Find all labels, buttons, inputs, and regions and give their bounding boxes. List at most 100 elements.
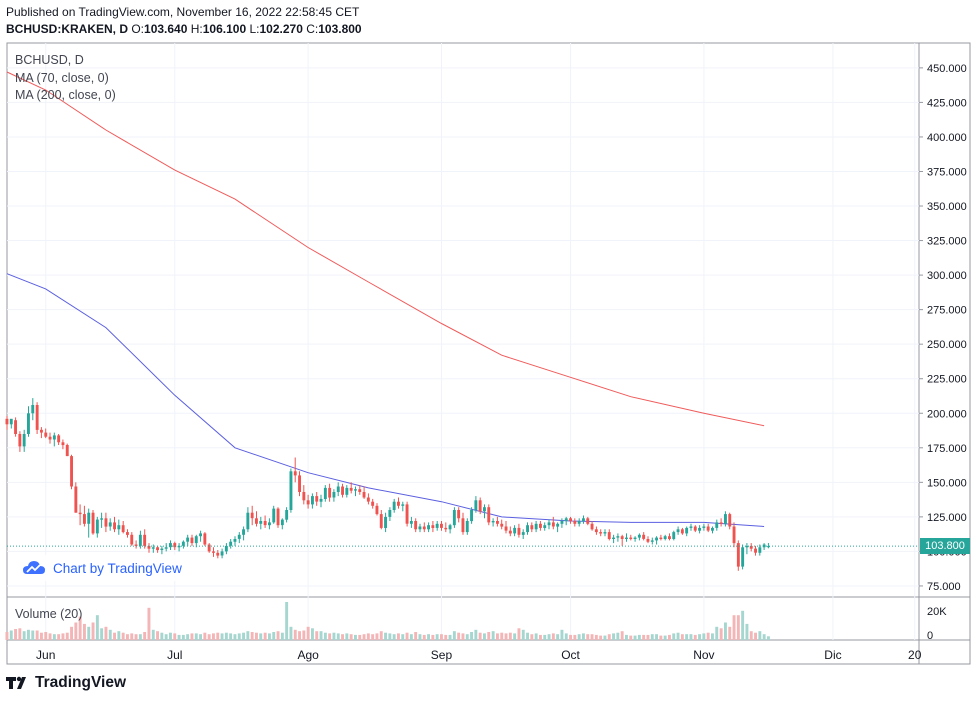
tradingview-logo: TradingView	[6, 674, 126, 692]
candle-body	[474, 500, 478, 510]
candle-body	[203, 533, 207, 545]
candle-body	[689, 526, 693, 528]
volume-bar	[173, 633, 177, 640]
volume-bar	[521, 629, 525, 640]
volume-bar	[315, 631, 319, 640]
volume-bar	[91, 622, 95, 640]
candle	[491, 518, 495, 527]
legend-ma70[interactable]: MA (70, close, 0)	[15, 71, 109, 85]
candle-body	[315, 496, 319, 502]
volume-bar	[465, 634, 469, 640]
candle-body	[496, 521, 499, 524]
candle	[250, 505, 254, 526]
volume-bar	[216, 632, 220, 640]
watermark[interactable]: Chart by TradingView	[19, 555, 186, 581]
time-tick-label: Dic	[824, 648, 841, 662]
volume-bar	[104, 626, 108, 640]
candle-body	[285, 510, 289, 520]
candle	[323, 485, 327, 502]
candle	[186, 534, 190, 546]
candle	[457, 507, 461, 523]
candle-body	[143, 534, 147, 546]
volume-bar	[573, 634, 577, 640]
volume-bar	[306, 626, 310, 640]
price-tick-label: 375.000	[927, 166, 967, 178]
volume-bar	[220, 633, 224, 640]
watermark-text[interactable]: Chart by TradingView	[53, 560, 182, 576]
volume-bar	[401, 634, 405, 640]
candle	[530, 522, 534, 533]
candle	[397, 497, 400, 509]
candle	[212, 547, 215, 557]
candle	[151, 544, 155, 553]
ma70-line	[6, 273, 765, 527]
candle-body	[169, 543, 172, 548]
candle-body	[134, 544, 138, 546]
candle-body	[74, 486, 78, 513]
candle	[143, 529, 147, 549]
candle	[711, 526, 714, 534]
candle-body	[409, 521, 413, 524]
volume-bar	[702, 633, 706, 640]
candle	[543, 522, 547, 531]
candle	[31, 398, 35, 421]
candle	[676, 526, 680, 535]
volume-bar	[121, 632, 125, 640]
candle-body	[65, 445, 69, 457]
candle-body	[186, 537, 190, 542]
candle	[164, 543, 168, 552]
volume-bar	[594, 634, 598, 640]
price-tick-label: 275.000	[927, 305, 967, 317]
volume-bar	[719, 628, 723, 640]
legend-ma200[interactable]: MA (200, close, 0)	[15, 88, 116, 102]
candle-body	[642, 534, 646, 539]
candle	[728, 512, 732, 530]
volume-bar	[147, 607, 151, 640]
candle-body	[435, 523, 439, 528]
volume-bar	[724, 622, 727, 640]
candle	[715, 519, 719, 531]
candle	[61, 439, 65, 450]
candle-body	[616, 536, 620, 538]
volume-bar	[435, 634, 439, 640]
candle	[121, 521, 125, 534]
volume-bar	[513, 633, 517, 640]
candle	[379, 510, 383, 530]
candle	[366, 493, 370, 505]
candle-body	[637, 534, 641, 538]
candle-body	[48, 436, 52, 440]
volume-bar	[48, 633, 52, 640]
volume-bar	[130, 633, 134, 640]
candle	[311, 493, 314, 509]
volume-tick-label: 0	[927, 630, 933, 642]
candle	[255, 511, 258, 527]
candle-body	[758, 547, 762, 553]
volume-bar	[534, 633, 538, 640]
volume-bar	[366, 633, 370, 640]
volume-axis: 0 20K	[927, 606, 947, 642]
volume-bar	[637, 634, 641, 640]
candle-body	[371, 501, 375, 506]
volume-bar	[31, 630, 35, 640]
volume-bar	[409, 634, 413, 640]
candle-body	[741, 547, 745, 567]
candle	[564, 516, 568, 526]
volume-bar	[547, 634, 551, 640]
volume-bar	[160, 632, 164, 640]
candle	[113, 516, 116, 533]
volume-bar	[27, 629, 30, 640]
volume-bar	[564, 633, 568, 640]
ma200-line-group	[6, 71, 765, 427]
volume-bar	[233, 634, 237, 640]
candle	[534, 521, 538, 533]
candle-body	[504, 526, 508, 531]
candle-body	[95, 519, 99, 534]
close-value: 103.800	[318, 22, 362, 36]
candle	[547, 519, 551, 530]
candle	[668, 533, 671, 541]
legend-volume[interactable]: Volume (20)	[15, 607, 83, 621]
candle-body	[762, 544, 766, 548]
volume-bar	[646, 634, 650, 640]
candle	[276, 507, 280, 528]
